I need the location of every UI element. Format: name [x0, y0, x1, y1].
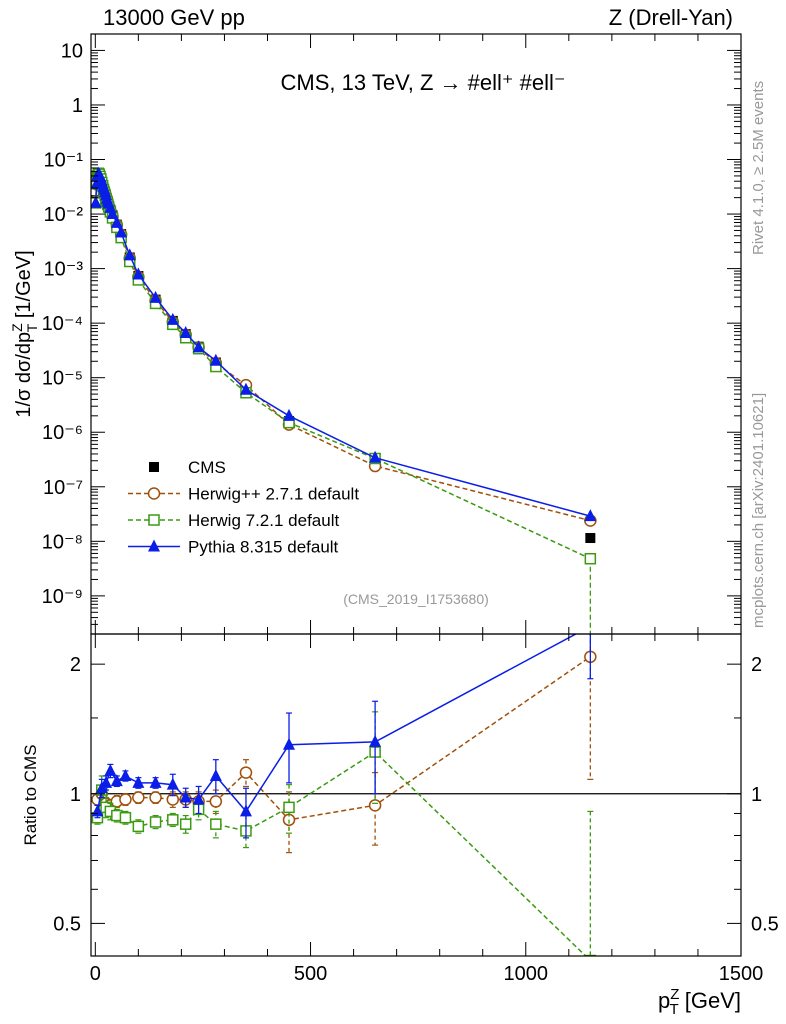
- ratio-point: [149, 775, 162, 788]
- y-tick-label: 10⁻⁸: [42, 531, 83, 553]
- ratio-point: [132, 820, 145, 833]
- ratio-point: [119, 793, 132, 806]
- x-tick-label: 1500: [719, 963, 764, 985]
- ratio-y-tick-label-right: 0.5: [751, 913, 779, 935]
- ratio-y-tick-label-right: 1: [751, 784, 762, 806]
- ratio-point: [167, 814, 179, 826]
- data-point: [149, 290, 162, 303]
- data-point: [166, 312, 179, 325]
- ratio-point: [209, 768, 222, 781]
- ratio-y-tick-label: 1: [70, 784, 81, 806]
- ratio-point: [119, 768, 132, 781]
- y-axis-label-ratio: Ratio to CMS: [21, 744, 40, 845]
- data-point: [192, 340, 205, 353]
- header-left: 13000 GeV pp: [103, 5, 245, 30]
- data-point: [283, 408, 296, 421]
- ratio-point: [100, 775, 113, 788]
- y-tick-label: 10⁻⁶: [42, 422, 83, 444]
- y-tick-label: 10⁻³: [44, 259, 84, 281]
- data-point: [239, 382, 252, 395]
- legend-marker: [147, 487, 161, 500]
- y-tick-label: 10⁻⁵: [42, 368, 83, 390]
- y-axis-label-top: 1/σ dσ/dpZT [1/GeV]: [9, 250, 40, 417]
- axes: 10⁻⁹10⁻⁸10⁻⁷10⁻⁶10⁻⁵10⁻⁴10⁻³10⁻²10⁻¹1100…: [42, 33, 779, 985]
- legend-label: Herwig 7.2.1 default: [188, 511, 339, 530]
- data-point: [585, 533, 596, 544]
- ratio-point: [132, 791, 145, 804]
- ratio-point: [132, 775, 145, 788]
- data-point: [209, 353, 222, 366]
- y-tick-label: 10⁻⁹: [42, 586, 83, 608]
- x-tick-label: 500: [294, 963, 327, 985]
- ratio-y-tick-label: 2: [70, 654, 81, 676]
- ratio-point: [368, 799, 382, 812]
- legend-marker: [148, 514, 160, 526]
- data-point: [132, 267, 145, 280]
- ratio-point: [584, 954, 597, 956]
- legend-label: Pythia 8.315 default: [188, 538, 339, 557]
- y-tick-label: 10⁻¹: [44, 150, 84, 172]
- ratio-y-tick-label: 0.5: [53, 913, 81, 935]
- header-right: Z (Drell-Yan): [609, 5, 733, 30]
- ratio-point: [210, 818, 222, 830]
- svg-text:pZT [GeV]: pZ T [GeV]: [658, 986, 741, 1018]
- ratio-point: [179, 790, 192, 803]
- data-point: [584, 552, 597, 565]
- chart-title: CMS, 13 TeV, Z → #ell⁺ #ell⁻: [281, 70, 566, 95]
- data-point: [106, 207, 119, 220]
- ratio-line-pythia: [96, 634, 578, 813]
- legend-label: CMS: [188, 458, 226, 477]
- ratio-point: [283, 801, 295, 814]
- ratio-point: [192, 792, 205, 805]
- ratio-point: [110, 774, 123, 787]
- y-tick-label: 10⁻⁴: [42, 313, 83, 335]
- data-point: [115, 225, 128, 238]
- y-tick-label: 10: [61, 40, 83, 62]
- svg-text:1/σ dσ/dpZT [1/GeV]: 1/σ dσ/dpZT [1/GeV]: [9, 250, 40, 417]
- ratio-point: [166, 777, 179, 790]
- ratio-point: [149, 816, 162, 828]
- mcplots-label: mcplots.cern.ch [arXiv:2401.10621]: [750, 393, 767, 628]
- x-tick-label: 0: [90, 963, 101, 985]
- ratio-point: [283, 737, 296, 750]
- ratio-point: [209, 795, 223, 808]
- rivet-label: Rivet 4.1.0, ≥ 2.5M events: [750, 81, 767, 255]
- data-point: [584, 509, 597, 522]
- data-point: [91, 195, 102, 208]
- data-point: [110, 215, 123, 228]
- x-tick-label: 1000: [504, 963, 549, 985]
- data-point: [179, 325, 192, 338]
- legend-marker: [148, 539, 160, 552]
- series-line-pythia: [94, 172, 591, 517]
- ratio-point: [239, 804, 252, 817]
- ratio-y-tick-label-right: 2: [751, 654, 762, 676]
- ratio-point: [149, 791, 162, 804]
- analysis-tag: (CMS_2019_I1753680): [343, 591, 489, 607]
- top-panel-content: [91, 166, 597, 634]
- series-line-herwigpppp: [94, 172, 591, 522]
- ratio-point: [369, 734, 382, 747]
- ratio-panel-content: [91, 634, 741, 956]
- y-tick-label: 10⁻⁷: [43, 477, 83, 499]
- x-axis-label: pZ T [GeV]: [658, 986, 741, 1018]
- y-tick-label: 10⁻²: [44, 204, 84, 226]
- legend-label: Herwig++ 2.7.1 default: [188, 485, 359, 504]
- ratio-point: [104, 763, 117, 776]
- ratio-panel-frame: [90, 633, 742, 957]
- legend: CMS Herwig++ 2.7.1 default Herwig 7.2.1 de…: [128, 458, 359, 557]
- y-tick-label: 1: [72, 95, 83, 117]
- ratio-point: [179, 818, 192, 830]
- data-point: [369, 450, 382, 463]
- data-point: [123, 248, 136, 261]
- ratio-point: [119, 811, 132, 824]
- ratio-point: [239, 766, 253, 779]
- legend-marker: [149, 462, 159, 472]
